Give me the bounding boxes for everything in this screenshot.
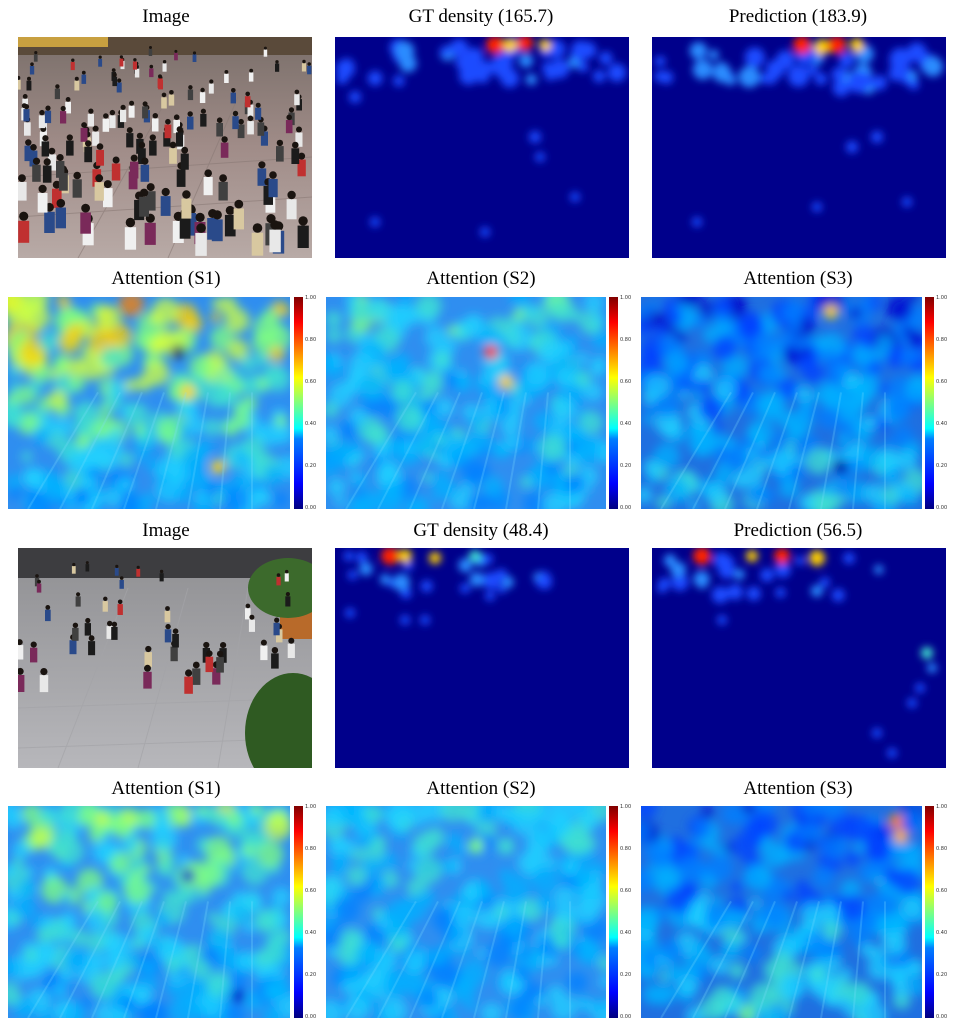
colorbar-1a: 1.00 0.80 0.60 0.40 0.20 0.00: [294, 295, 324, 511]
colorbar-tick: 0.20: [936, 972, 948, 978]
attention-s1-title-1: Attention (S1): [111, 268, 221, 289]
attention-map-s3-2: [641, 806, 922, 1018]
colorbar-tick: 0.00: [305, 505, 317, 511]
colorbar-tick: 0.80: [936, 337, 948, 343]
attention-s3-title-1: Attention (S3): [743, 268, 853, 289]
colorbar-tick: 0.20: [936, 463, 948, 469]
colorbar-tick: 0.80: [620, 337, 632, 343]
colorbar-gradient: [294, 806, 303, 1018]
colorbar-tick: 0.60: [936, 888, 948, 894]
gt-density-title-2: GT density (48.4): [413, 520, 549, 541]
colorbar-tick: 1.00: [620, 804, 632, 810]
colorbar-tick: 0.40: [620, 930, 632, 936]
colorbar-tick: 0.40: [305, 421, 317, 427]
colorbar-tick: 0.40: [936, 421, 948, 427]
colorbar-gradient: [925, 297, 934, 509]
colorbar-tick: 0.20: [620, 463, 632, 469]
attention-s2-title-1: Attention (S2): [426, 268, 536, 289]
colorbar-gradient: [925, 806, 934, 1018]
colorbar-1c: 1.00 0.80 0.60 0.40 0.20 0.00: [925, 295, 953, 511]
gt-density-map-1: [335, 37, 629, 258]
colorbar-1b: 1.00 0.80 0.60 0.40 0.20 0.00: [609, 295, 639, 511]
attention-map-s2-1: [326, 297, 606, 509]
colorbar-tick: 0.60: [936, 379, 948, 385]
colorbar-tick: 0.60: [305, 379, 317, 385]
image-title-2: Image: [142, 520, 190, 541]
colorbar-tick: 0.60: [305, 888, 317, 894]
colorbar-tick: 0.00: [305, 1014, 317, 1020]
colorbar-tick: 0.00: [620, 505, 632, 511]
colorbar-tick: 0.20: [620, 972, 632, 978]
colorbar-tick: 0.00: [936, 505, 948, 511]
prediction-title-1: Prediction (183.9): [728, 6, 868, 27]
attention-map-s1-2: [8, 806, 290, 1018]
colorbar-gradient: [609, 297, 618, 509]
colorbar-tick: 1.00: [305, 295, 317, 301]
prediction-map-1: [652, 37, 946, 258]
image-title-1: Image: [142, 6, 190, 27]
attention-map-s3-1: [641, 297, 922, 509]
colorbar-tick: 0.80: [305, 337, 317, 343]
colorbar-tick: 0.60: [620, 888, 632, 894]
colorbar-tick: 0.60: [620, 379, 632, 385]
attention-s3-title-2: Attention (S3): [743, 778, 853, 799]
colorbar-tick: 0.80: [620, 846, 632, 852]
colorbar-2a: 1.00 0.80 0.60 0.40 0.20 0.00: [294, 804, 324, 1020]
colorbar-gradient: [294, 297, 303, 509]
attention-map-s2-2: [326, 806, 606, 1018]
colorbar-tick: 0.00: [936, 1014, 948, 1020]
colorbar-tick: 1.00: [620, 295, 632, 301]
colorbar-tick: 0.20: [305, 463, 317, 469]
colorbar-tick: 1.00: [936, 295, 948, 301]
crowd-photo-2: [18, 548, 312, 768]
gt-density-map-2: [335, 548, 629, 768]
colorbar-tick: 0.80: [936, 846, 948, 852]
attention-s2-title-2: Attention (S2): [426, 778, 536, 799]
colorbar-tick: 0.20: [305, 972, 317, 978]
prediction-title-2: Prediction (56.5): [733, 520, 863, 541]
colorbar-tick: 0.80: [305, 846, 317, 852]
attention-map-s1-1: [8, 297, 290, 509]
colorbar-gradient: [609, 806, 618, 1018]
crowd-photo-1: [18, 37, 312, 258]
colorbar-2c: 1.00 0.80 0.60 0.40 0.20 0.00: [925, 804, 953, 1020]
colorbar-tick: 1.00: [936, 804, 948, 810]
prediction-map-2: [652, 548, 946, 768]
attention-s1-title-2: Attention (S1): [111, 778, 221, 799]
colorbar-2b: 1.00 0.80 0.60 0.40 0.20 0.00: [609, 804, 639, 1020]
colorbar-tick: 0.00: [620, 1014, 632, 1020]
colorbar-tick: 0.40: [936, 930, 948, 936]
colorbar-tick: 1.00: [305, 804, 317, 810]
colorbar-tick: 0.40: [305, 930, 317, 936]
gt-density-title-1: GT density (165.7): [408, 6, 554, 27]
colorbar-tick: 0.40: [620, 421, 632, 427]
